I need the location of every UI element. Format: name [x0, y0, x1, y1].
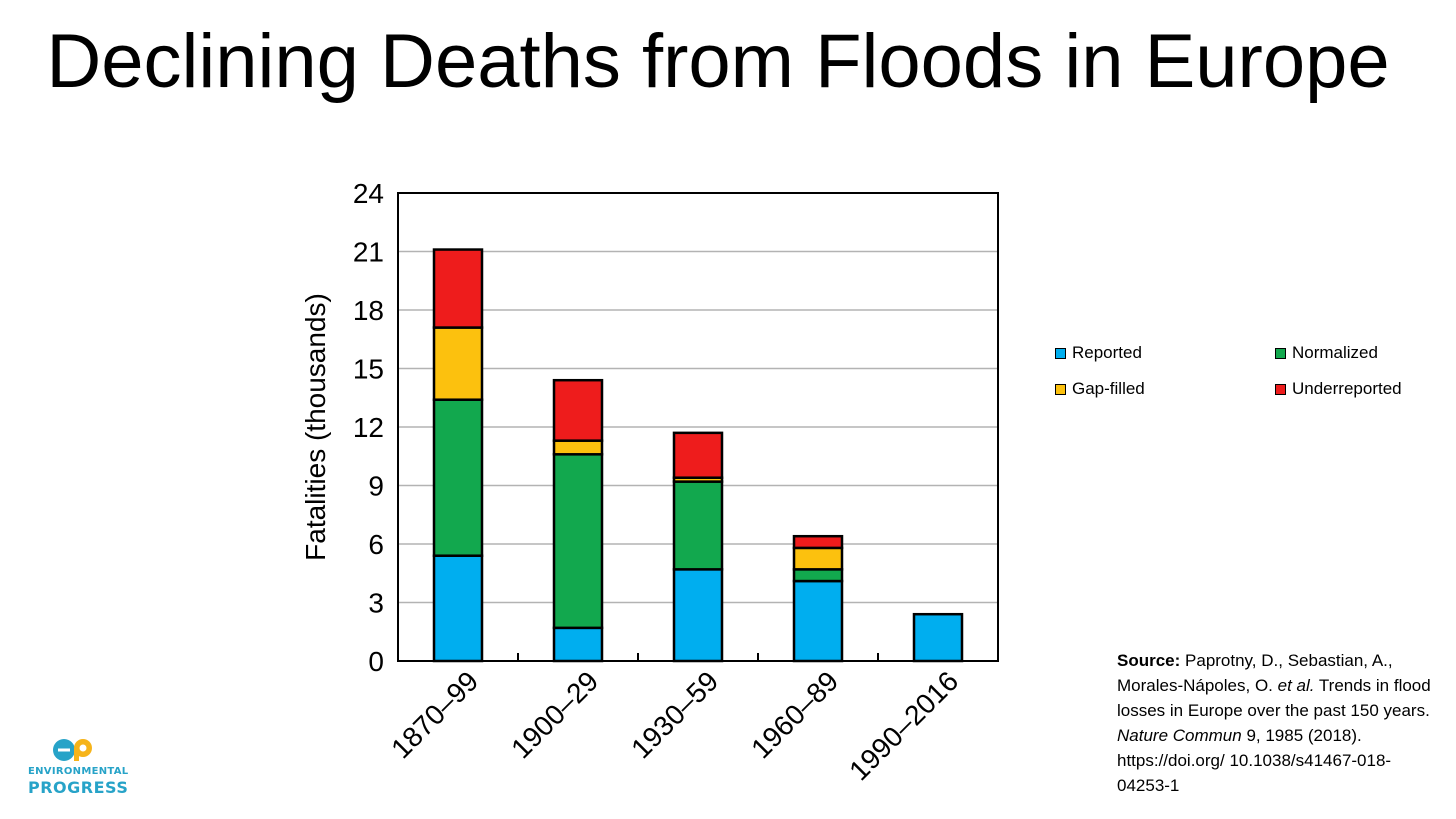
- source-title: Trends in flood losses in Europe over th…: [1117, 676, 1431, 720]
- x-tick-label: 1960–89: [745, 665, 844, 764]
- bar-segment-underreported: [432, 248, 484, 329]
- y-axis-label: Fatalities (thousands): [300, 293, 331, 561]
- y-tick-label: 21: [353, 237, 384, 268]
- logo-text-progress: PROGRESS: [28, 778, 129, 797]
- source-etal: et al.: [1277, 676, 1315, 695]
- legend-label: Normalized: [1292, 343, 1378, 362]
- bars: [432, 248, 964, 663]
- legend-swatch: [1275, 383, 1286, 395]
- y-tick-label: 15: [353, 354, 384, 385]
- legend-swatch: [1055, 347, 1066, 359]
- bar-segment-underreported: [672, 431, 724, 479]
- bar-segment-reported: [432, 554, 484, 663]
- x-tick-label: 1990–2016: [843, 665, 964, 786]
- bar-segment-gap-filled: [552, 439, 604, 456]
- bar-segment-normalized: [432, 398, 484, 557]
- bar-segment-reported: [552, 626, 604, 663]
- plot-frame: [397, 192, 999, 662]
- legend-swatch: [1275, 347, 1286, 359]
- y-tick-label: 24: [353, 178, 384, 209]
- legend-item-normalized: Normalized: [1275, 343, 1378, 363]
- x-tick-label: 1900–29: [505, 665, 604, 764]
- source-authors: Paprotny, D., Sebastian, A., Morales-Náp…: [1117, 651, 1393, 695]
- y-tick-label: 0: [368, 646, 384, 677]
- y-tick-label: 3: [368, 588, 384, 619]
- bar-segment-underreported: [552, 378, 604, 442]
- bar-segment-reported: [912, 612, 964, 663]
- bar-segment-gap-filled: [432, 326, 484, 401]
- legend-label: Underreported: [1292, 379, 1402, 398]
- source-citation: Source: Paprotny, D., Sebastian, A., Mor…: [1117, 648, 1437, 798]
- logo-text-environmental: ENVIRONMENTAL: [28, 766, 129, 777]
- y-tick-label: 9: [368, 471, 384, 502]
- bar-segment-normalized: [792, 568, 844, 583]
- y-tick-label: 18: [353, 295, 384, 326]
- source-reference: 9, 1985 (2018). https://doi.org/ 10.1038…: [1117, 726, 1392, 795]
- bar-segment-reported: [672, 568, 724, 663]
- y-tick-label: 12: [353, 412, 384, 443]
- legend-swatch: [1055, 383, 1066, 395]
- legend-item-underreported: Underreported: [1275, 379, 1402, 399]
- source-label: Source:: [1117, 651, 1181, 670]
- x-tick-label: 1930–59: [625, 665, 724, 764]
- y-tick-label: 6: [368, 529, 384, 560]
- legend-item-gap-filled: Gap-filled: [1055, 379, 1145, 399]
- legend: Reported Normalized Gap-filled Underrepo…: [1055, 343, 1435, 423]
- bar-segment-normalized: [672, 480, 724, 571]
- environmental-progress-logo: ENVIRONMENTAL PROGRESS: [28, 738, 128, 798]
- ep-logo-icon: [53, 739, 92, 761]
- legend-item-reported: Reported: [1055, 343, 1142, 363]
- x-tick-label: 1870–99: [385, 665, 484, 764]
- legend-label: Gap-filled: [1072, 379, 1145, 398]
- slide-title: Declining Deaths from Floods in Europe: [46, 19, 1390, 104]
- legend-label: Reported: [1072, 343, 1142, 362]
- bar-segment-gap-filled: [792, 546, 844, 571]
- bar-segment-normalized: [552, 453, 604, 630]
- source-journal: Nature Commun: [1117, 726, 1242, 745]
- bar-segment-underreported: [792, 534, 844, 550]
- bar-segment-reported: [792, 579, 844, 663]
